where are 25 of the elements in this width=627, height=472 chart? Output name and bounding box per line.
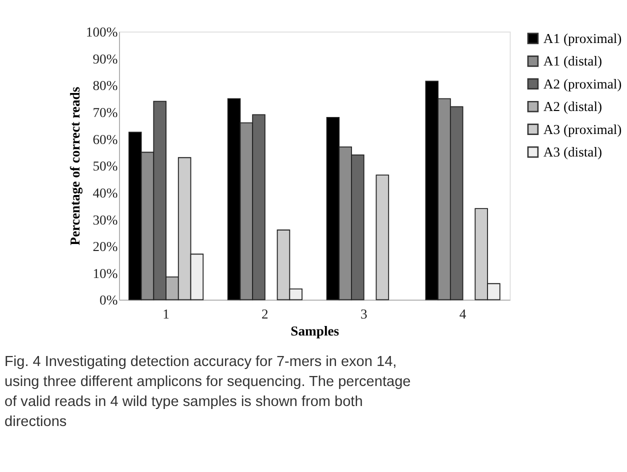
x-tick-label: 2 <box>262 306 269 322</box>
y-tick-label: 60% <box>92 132 118 147</box>
x-axis-title: Samples <box>290 324 340 339</box>
y-axis-title: Percentage of correct reads <box>68 86 83 246</box>
y-tick-label: 80% <box>92 78 118 94</box>
y-tick-label: 20% <box>92 239 118 254</box>
y-tick-label: 40% <box>92 185 118 200</box>
legend-label: A3 (distal) <box>543 144 602 160</box>
x-tick-label: 4 <box>459 306 466 322</box>
x-tick-label: 3 <box>360 306 368 322</box>
caption: Fig. 4 Investigating detection accuracy for 7-mers in exon 14, using three different amplicons for sequencing. The percentage of valid reads in 4 wild type samples is shown from both directions <box>4 354 411 430</box>
legend-label: A3 (proximal) <box>543 122 622 137</box>
y-tick-label: 70% <box>92 105 118 120</box>
legend-label: A1 (distal) <box>543 54 602 69</box>
bar <box>376 174 390 300</box>
legend-label: A2 (proximal) <box>543 76 622 92</box>
y-tick-label: 30% <box>92 212 118 228</box>
legend-label: A1 (proximal) <box>543 30 622 46</box>
y-tick-label: 90% <box>92 51 118 66</box>
x-tick-label: 1 <box>162 306 170 322</box>
y-tick-label: 0% <box>100 292 118 308</box>
y-tick-label: 50% <box>92 158 118 174</box>
legend-label: A2 (distal) <box>543 99 602 114</box>
y-tick-label: 10% <box>92 266 118 281</box>
y-tick-label: 100% <box>86 24 118 40</box>
